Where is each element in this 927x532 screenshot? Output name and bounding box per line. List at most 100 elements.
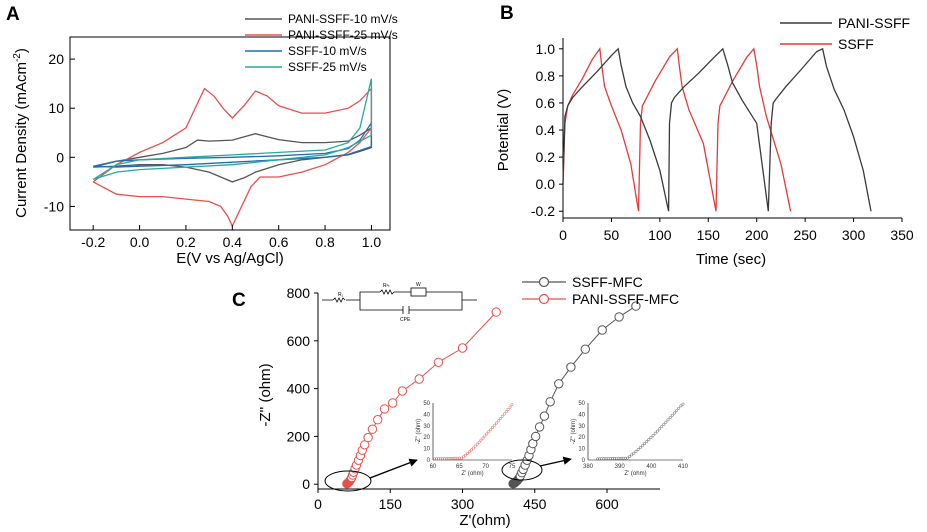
panel-b-ytick-label: 0.4 bbox=[536, 122, 556, 138]
panel-a-cv-plot: -0.2 0.0 0.2 0.4 0.6 0.8 1.0 -10 0 10 20 PANI-SSFF… bbox=[12, 12, 398, 267]
inset-point bbox=[660, 425, 664, 429]
inset-point bbox=[670, 413, 674, 417]
inset-point bbox=[658, 427, 661, 431]
inset-point bbox=[600, 457, 604, 461]
panel-c-xtick-label: 300 bbox=[451, 496, 475, 512]
inset-point bbox=[442, 457, 446, 461]
inset-point bbox=[481, 436, 485, 440]
panel-a-legend-label: SSFF-10 mV/s bbox=[288, 44, 367, 58]
panel-a-ylabel: Current Density (mAcm-2) bbox=[12, 48, 30, 218]
inset-point bbox=[649, 436, 653, 439]
panel-a-series-3 bbox=[92, 78, 373, 181]
inset-point bbox=[606, 457, 610, 461]
inset-point bbox=[617, 456, 621, 460]
circuit-label-cpe: CPE bbox=[400, 317, 411, 323]
inset-point bbox=[464, 453, 467, 457]
panel-c-point bbox=[531, 431, 541, 442]
panel-c-point bbox=[554, 379, 564, 389]
inset-point bbox=[666, 418, 670, 422]
inset-ytick-label: 30 bbox=[423, 424, 430, 430]
inset-ytick-label: 0 bbox=[427, 458, 431, 464]
inset-pani-zoom: 60 65 70 75 0 10 20 30 40 50 Z' (ohm) -Z'' (ohm) bbox=[416, 401, 516, 477]
inset-point bbox=[647, 438, 651, 442]
panel-a-ylabel-main: Current Density (mAcm bbox=[13, 62, 30, 218]
inset-point bbox=[497, 419, 500, 423]
panel-c-ytick-label: 400 bbox=[287, 381, 311, 397]
panel-label-b: B bbox=[500, 3, 514, 24]
inset-point bbox=[611, 457, 614, 460]
inset-point bbox=[448, 456, 452, 460]
inset-point bbox=[500, 414, 504, 418]
panel-a-xlabel: E(V vs Ag/AgCl) bbox=[176, 250, 284, 267]
panel-a-legend-label: PANI-SSFF-10 mV/s bbox=[288, 12, 398, 26]
inset-point bbox=[638, 446, 642, 450]
panel-a-xtick-label: 0.4 bbox=[223, 234, 243, 250]
inset-point bbox=[664, 420, 668, 424]
circuit-r1 bbox=[332, 297, 346, 303]
inset-point bbox=[643, 442, 646, 446]
panel-b-xtick-label: 100 bbox=[648, 227, 672, 243]
inset-point bbox=[653, 431, 657, 435]
inset-xlabel: Z' (ohm) bbox=[624, 471, 646, 477]
inset-ytick-label: 20 bbox=[578, 435, 585, 441]
circuit-cpe bbox=[402, 306, 410, 314]
panel-b-series-1 bbox=[562, 47, 792, 212]
inset-point bbox=[489, 428, 493, 432]
inset-point bbox=[493, 423, 497, 427]
panel-a-legend: PANI-SSFF-10 mV/s PANI-SSFF-25 mV/s SSFF-1… bbox=[245, 12, 398, 74]
panel-c-ytick-label: 0 bbox=[302, 476, 310, 492]
inset-ytick-label: 0 bbox=[582, 458, 586, 464]
panel-b-series-0 bbox=[562, 47, 872, 212]
panel-c-point bbox=[373, 415, 383, 425]
panel-b-ytick-label: 0.0 bbox=[536, 176, 556, 192]
panel-b-ytick-label: 0.6 bbox=[536, 95, 556, 111]
circuit-label-r1: R₁ bbox=[338, 292, 344, 298]
inset-point bbox=[596, 457, 599, 461]
inset-xtick-label: 410 bbox=[678, 464, 689, 470]
panel-label-c: C bbox=[232, 290, 246, 311]
inset-xtick-label: 75 bbox=[509, 464, 516, 470]
inset-point bbox=[510, 403, 514, 407]
panel-b-legend-label: PANI-SSFF bbox=[838, 15, 910, 31]
inset-point bbox=[437, 457, 440, 461]
zoom-ellipse-ssff bbox=[501, 459, 543, 481]
inset-point bbox=[452, 456, 456, 460]
inset-point bbox=[458, 456, 462, 460]
inset-xtick-label: 380 bbox=[583, 464, 594, 470]
inset-point bbox=[630, 453, 634, 457]
inset-point bbox=[460, 456, 464, 460]
inset-point bbox=[625, 456, 629, 460]
inset-point bbox=[508, 405, 512, 409]
panel-c-point bbox=[414, 374, 424, 384]
panel-c-point bbox=[363, 432, 373, 443]
panel-c-xtick-label: 0 bbox=[314, 496, 322, 512]
inset-point bbox=[502, 412, 506, 416]
inset-point bbox=[487, 430, 491, 434]
inset-point bbox=[467, 450, 471, 454]
panel-a-xtick-label: 0.6 bbox=[269, 234, 289, 250]
panel-a-ytick-label: 20 bbox=[48, 51, 64, 67]
inset-point bbox=[450, 456, 454, 460]
panel-a-legend-label: PANI-SSFF-25 mV/s bbox=[288, 28, 398, 42]
panel-b-ytick-label: 0.8 bbox=[536, 68, 556, 84]
inset-point bbox=[485, 432, 489, 436]
inset-point bbox=[433, 457, 437, 461]
panel-a-frame bbox=[69, 36, 391, 231]
inset-point bbox=[473, 444, 477, 448]
inset-point bbox=[444, 457, 448, 460]
panel-a-ytick-label: 0 bbox=[56, 149, 64, 165]
panel-a-ticks: -0.2 0.0 0.2 0.4 0.6 0.8 1.0 -10 0 10 20 bbox=[44, 51, 382, 250]
inset-point bbox=[602, 457, 606, 461]
inset-point bbox=[475, 442, 479, 446]
panel-a-ytick-label: -10 bbox=[44, 198, 64, 214]
inset-xtick-label: 390 bbox=[615, 464, 626, 470]
inset-point bbox=[668, 416, 672, 420]
inset-point bbox=[619, 456, 623, 460]
inset-ytick-label: 30 bbox=[578, 424, 585, 430]
inset-point bbox=[466, 452, 469, 455]
inset-xlabel: Z' (ohm) bbox=[461, 471, 483, 477]
inset-point bbox=[495, 421, 498, 425]
inset-ytick-label: 50 bbox=[578, 401, 585, 407]
panel-c-ylabel: -Z'' (ohm) bbox=[257, 363, 274, 426]
